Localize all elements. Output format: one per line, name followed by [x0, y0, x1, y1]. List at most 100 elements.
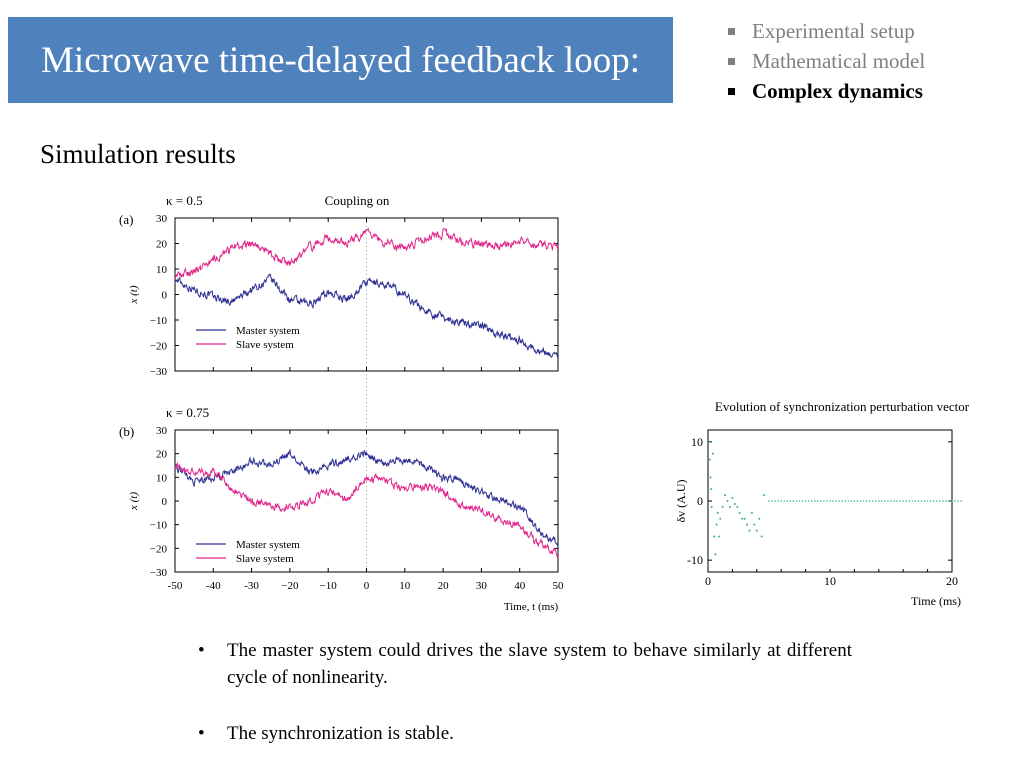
- data-point: [829, 500, 831, 502]
- data-point: [871, 500, 874, 502]
- data-point: [832, 500, 834, 502]
- nav-item-mathematical-model[interactable]: Mathematical model: [728, 46, 925, 76]
- chart-panel-c: Evolution of synchronization perturbatio…: [674, 399, 970, 608]
- data-point: [908, 500, 911, 502]
- y-tick-label: 0: [697, 494, 703, 508]
- data-point: [731, 497, 734, 500]
- data-point: [804, 500, 807, 502]
- y-tick-label: −20: [150, 543, 168, 555]
- data-point: [721, 505, 724, 508]
- bullet-text: The synchronization is stable.: [227, 723, 454, 744]
- x-tick-label: −20: [281, 580, 299, 592]
- x-tick-label: 30: [476, 580, 488, 592]
- nav-item-experimental-setup[interactable]: Experimental setup: [728, 16, 925, 46]
- y-tick-label: −20: [150, 341, 168, 353]
- bullet-item: • The master system could drives the sla…: [198, 637, 852, 691]
- x-tick-label: 0: [364, 580, 370, 592]
- data-point: [826, 500, 828, 502]
- data-point: [865, 500, 868, 502]
- data-point: [746, 523, 749, 526]
- x-axis-label: Time, t (ms): [504, 601, 559, 613]
- y-tick-label: 10: [156, 264, 168, 276]
- bullet-list: • The master system could drives the sla…: [198, 637, 852, 747]
- data-point: [755, 529, 758, 532]
- x-tick-label: -50: [168, 580, 183, 592]
- panel-label: (b): [119, 424, 134, 439]
- data-point: [753, 523, 756, 526]
- data-point: [738, 511, 741, 514]
- legend-label: Master system: [236, 325, 300, 337]
- panel-label: (a): [119, 212, 133, 227]
- data-point: [726, 500, 729, 502]
- data-point: [887, 500, 889, 502]
- data-point: [750, 511, 753, 514]
- data-point: [917, 500, 920, 502]
- data-point: [914, 500, 917, 502]
- bullet-text: The master system could drives the slave…: [227, 640, 852, 688]
- data-point: [774, 500, 776, 502]
- coupling-on-label: Coupling on: [325, 193, 390, 208]
- x-tick-label: 10: [824, 574, 836, 588]
- data-point: [957, 500, 959, 502]
- data-point: [807, 500, 810, 502]
- data-point: [960, 500, 962, 502]
- y-axis-label: x (t): [128, 285, 140, 304]
- data-point: [748, 529, 751, 532]
- slide-title: Microwave time-delayed feedback loop:: [41, 39, 640, 81]
- data-point: [733, 502, 736, 505]
- data-point: [708, 440, 711, 443]
- y-tick-label: 30: [156, 213, 168, 225]
- title-banner: Microwave time-delayed feedback loop:: [8, 17, 673, 103]
- x-axis-label: Time (ms): [911, 594, 961, 608]
- y-axis-label: δv (A.U): [674, 480, 688, 523]
- kappa-label: κ = 0.5: [166, 193, 203, 208]
- panel-title: Evolution of synchronization perturbatio…: [715, 399, 970, 414]
- data-point: [850, 500, 853, 502]
- data-point: [810, 500, 813, 502]
- square-bullet-icon: [728, 27, 735, 35]
- nav-item-complex-dynamics[interactable]: Complex dynamics: [728, 76, 925, 106]
- y-tick-label: 10: [156, 472, 168, 484]
- data-point: [717, 535, 720, 538]
- data-point: [899, 500, 901, 502]
- data-point: [939, 500, 941, 502]
- square-bullet-icon: [728, 57, 735, 65]
- data-point: [890, 500, 892, 502]
- nav-item-label: Mathematical model: [752, 49, 926, 73]
- data-point: [713, 535, 716, 538]
- data-point: [835, 500, 837, 502]
- y-tick-label: 30: [156, 425, 168, 437]
- y-tick-label: −30: [150, 366, 168, 378]
- data-point: [945, 500, 947, 502]
- data-point: [783, 500, 786, 502]
- data-point: [715, 523, 718, 526]
- y-axis-label: x (t): [128, 492, 140, 511]
- data-point: [896, 500, 898, 502]
- data-point: [853, 500, 856, 502]
- y-tick-label: −30: [150, 567, 168, 579]
- data-point: [881, 500, 883, 502]
- data-point: [844, 500, 847, 502]
- data-point: [743, 517, 746, 520]
- series-line-master-system: [174, 273, 559, 359]
- data-point: [874, 500, 877, 502]
- x-tick-label: 10: [399, 580, 411, 592]
- y-tick-label: 0: [162, 290, 168, 302]
- nav-item-label: Experimental setup: [752, 19, 915, 43]
- chart-panel-b: 30 20 10 0 −10 −20 −30-50 -40 -30 −20 −10 0 10 20 30 40…: [119, 405, 564, 613]
- data-point: [777, 500, 779, 502]
- chart-panel-a: 30 20 10 0 −10 −20 −30 Master system Slave syste…: [119, 193, 559, 378]
- data-point: [847, 500, 850, 502]
- legend-label: Slave system: [236, 339, 294, 351]
- data-point: [768, 500, 770, 502]
- x-tick-label: -30: [244, 580, 259, 592]
- bullet-item: • The synchronization is stable.: [198, 720, 852, 747]
- data-point: [926, 500, 929, 502]
- data-point: [902, 500, 904, 502]
- series-line-master-system: [174, 448, 559, 547]
- y-tick-label: 10: [691, 435, 703, 449]
- y-tick-label: −10: [150, 315, 168, 327]
- data-point: [859, 500, 862, 502]
- data-point: [923, 500, 926, 502]
